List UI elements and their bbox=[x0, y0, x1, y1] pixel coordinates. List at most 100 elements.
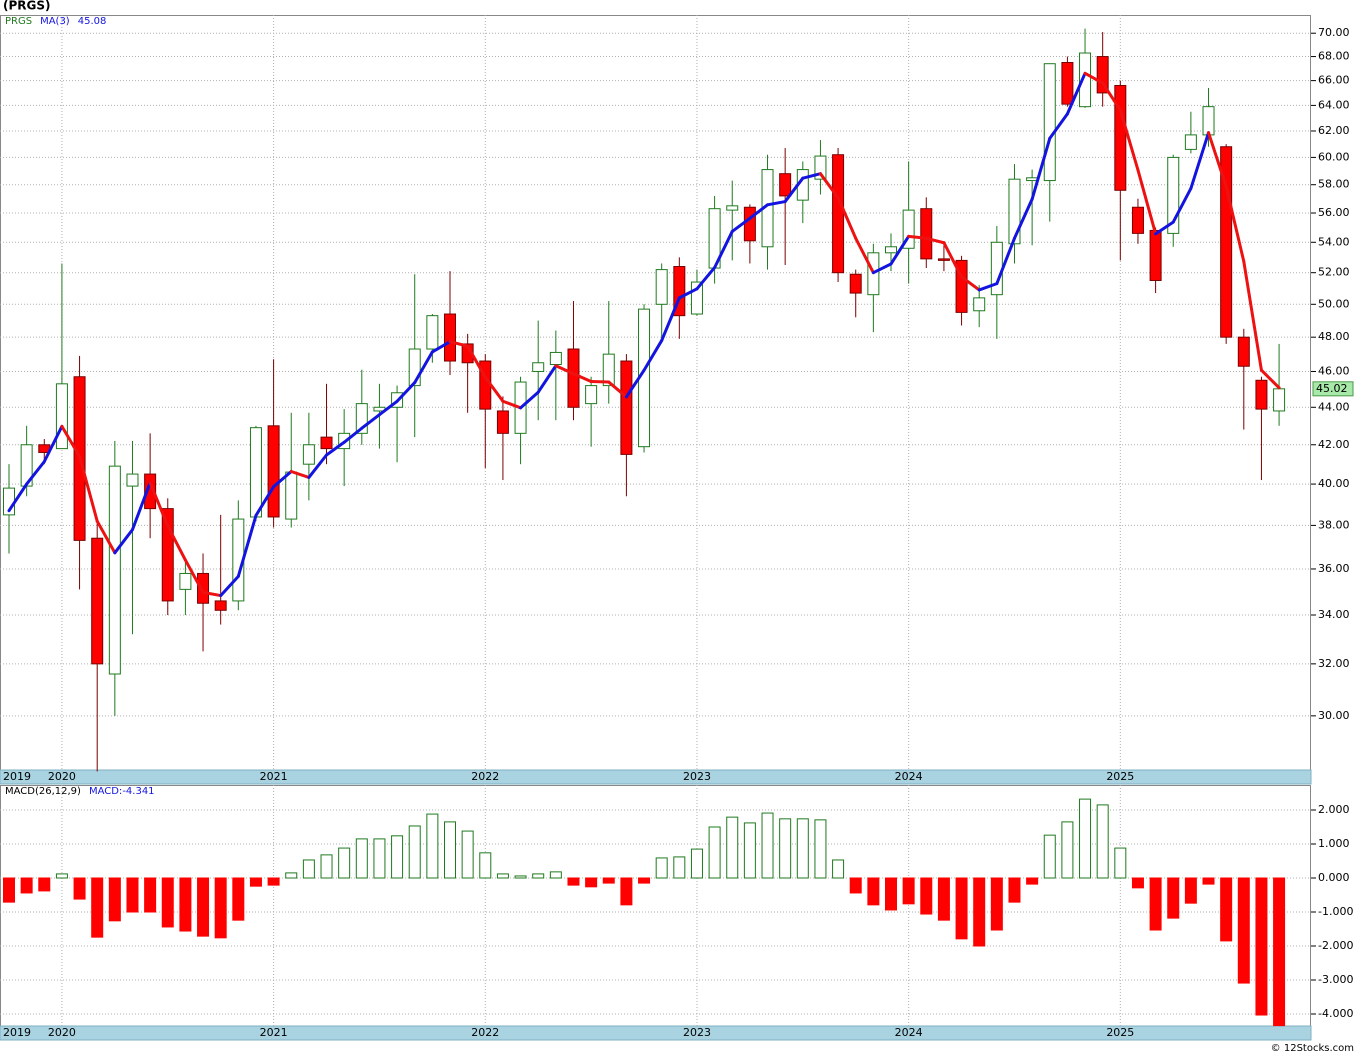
macd-bar bbox=[761, 812, 774, 879]
y-tick-label: 44.00 bbox=[1318, 400, 1350, 413]
ma-segment bbox=[236, 513, 258, 578]
candle-body bbox=[320, 436, 333, 450]
macd-bar bbox=[320, 854, 333, 879]
ma-segment bbox=[1118, 108, 1140, 172]
macd-bar bbox=[161, 877, 174, 928]
candle-body bbox=[197, 572, 210, 604]
macd-bar bbox=[796, 818, 809, 879]
candle-body bbox=[1167, 156, 1180, 234]
ma-segment bbox=[166, 524, 187, 562]
y-tick-label: 46.00 bbox=[1318, 364, 1350, 377]
ma-segment bbox=[854, 236, 875, 275]
macd-bar bbox=[955, 877, 968, 940]
ma-segment bbox=[42, 424, 64, 464]
ma-segment bbox=[977, 282, 999, 292]
candle-body bbox=[108, 465, 121, 675]
ma-segment bbox=[1242, 259, 1263, 372]
macd-bar bbox=[620, 877, 633, 906]
macd-bar bbox=[444, 821, 456, 879]
y-tick-label: 54.00 bbox=[1318, 235, 1350, 248]
ma-segment bbox=[1065, 71, 1087, 116]
candle-body bbox=[1184, 134, 1197, 150]
macd-bar bbox=[1255, 877, 1268, 1016]
candle-body bbox=[1008, 178, 1021, 245]
x-tick-label: 2021 bbox=[260, 1026, 288, 1039]
legend-title: MACD(26,12,9) bbox=[5, 786, 81, 797]
macd-bar bbox=[973, 877, 986, 947]
x-tick-label: 2022 bbox=[471, 770, 499, 783]
ma-segment bbox=[219, 574, 240, 598]
macd-bar bbox=[814, 819, 827, 879]
macd-bar bbox=[549, 871, 562, 879]
date-axis bbox=[0, 1025, 1312, 1041]
y-tick-label: -1.000 bbox=[1318, 905, 1353, 918]
ma-segment bbox=[1048, 112, 1069, 140]
macd-bar bbox=[232, 877, 245, 921]
ma-segment bbox=[1224, 185, 1246, 263]
ma-segment bbox=[483, 375, 505, 403]
ma-segment bbox=[413, 350, 434, 385]
ma-segment bbox=[272, 469, 293, 489]
ma-segment bbox=[130, 481, 152, 532]
y-tick-label: 66.00 bbox=[1318, 74, 1350, 87]
ma-segment bbox=[889, 234, 911, 266]
candle-body bbox=[885, 246, 897, 254]
candle-body bbox=[602, 353, 615, 387]
ma-segment bbox=[713, 229, 734, 270]
candle-body bbox=[1149, 229, 1162, 281]
macd-bar bbox=[902, 877, 915, 905]
ma-segment bbox=[695, 266, 717, 291]
candle-body bbox=[1079, 52, 1092, 108]
candle-body bbox=[655, 269, 668, 305]
candle-body bbox=[1114, 85, 1127, 191]
ma-segment bbox=[871, 262, 893, 275]
candle-body bbox=[408, 348, 421, 387]
candle-body bbox=[990, 241, 1003, 296]
macd-bar bbox=[391, 835, 404, 879]
ma-segment bbox=[836, 196, 858, 240]
ma-segment bbox=[395, 381, 417, 403]
y-tick-label: 42.00 bbox=[1318, 438, 1350, 451]
price-tag-label: 45.02 bbox=[1316, 382, 1348, 395]
candle-body bbox=[973, 297, 986, 312]
macd-bar bbox=[73, 877, 86, 900]
macd-bar bbox=[1026, 877, 1039, 885]
macd-bar bbox=[532, 873, 545, 879]
ma-segment bbox=[325, 440, 346, 457]
candle-body bbox=[426, 315, 439, 350]
candle-body bbox=[126, 473, 139, 487]
macd-bar bbox=[338, 847, 351, 879]
macd-bar bbox=[1167, 877, 1180, 919]
y-tick-label: 70.00 bbox=[1318, 26, 1350, 39]
y-tick-label: 50.00 bbox=[1318, 297, 1350, 310]
ma-segment bbox=[78, 454, 99, 523]
candle-body bbox=[849, 273, 862, 294]
x-tick-label: 2019 bbox=[3, 1026, 31, 1039]
macd-bar bbox=[849, 877, 862, 894]
candle-body bbox=[267, 425, 280, 518]
macd-bar bbox=[1079, 798, 1092, 879]
candle-body bbox=[1273, 388, 1286, 412]
ma-segment bbox=[1259, 368, 1281, 390]
macd-bar bbox=[408, 825, 421, 879]
candle-body bbox=[214, 600, 227, 611]
date-axis bbox=[0, 769, 1312, 785]
y-tick-label: 64.00 bbox=[1318, 98, 1350, 111]
macd-bar bbox=[885, 877, 897, 911]
x-tick-label: 2020 bbox=[48, 770, 76, 783]
macd-bar bbox=[1096, 804, 1109, 879]
macd-bar bbox=[726, 816, 739, 879]
ma-segment bbox=[183, 558, 205, 594]
y-tick-label: 52.00 bbox=[1318, 266, 1350, 279]
ma-segment bbox=[571, 372, 593, 384]
macd-bar bbox=[567, 877, 580, 886]
macd-bar bbox=[214, 877, 227, 939]
candle-body bbox=[179, 572, 192, 590]
candle-body bbox=[496, 410, 509, 434]
candle-body bbox=[1202, 106, 1215, 136]
candle-body bbox=[920, 208, 933, 260]
y-tick-label: 1.000 bbox=[1318, 837, 1350, 850]
candle-body bbox=[1131, 206, 1144, 234]
ma-segment bbox=[554, 364, 575, 376]
